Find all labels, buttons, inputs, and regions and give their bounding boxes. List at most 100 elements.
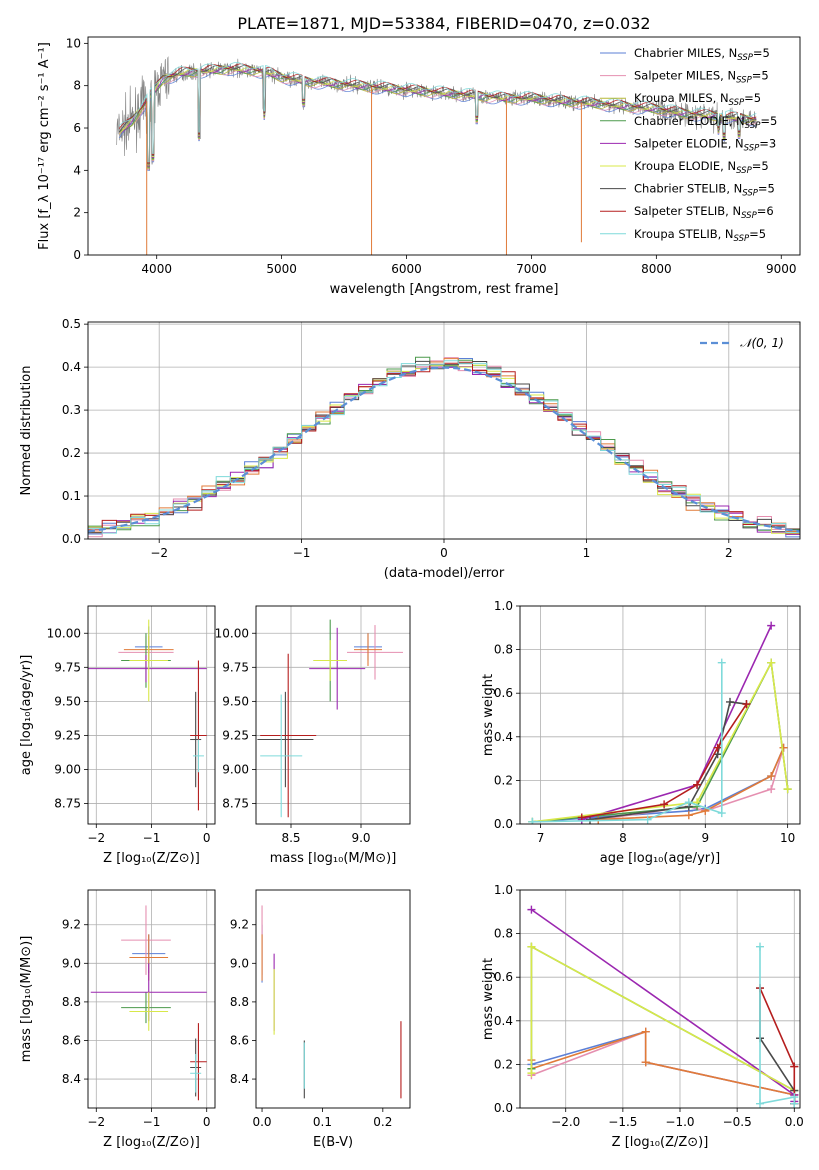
legend-suffix: =6: [757, 204, 774, 218]
legend-subscript: SSP: [742, 189, 758, 199]
y-tick-label: 0.6: [494, 970, 513, 984]
mass-weight-vs-age-plot: 7 8 9 10 0.0 0.2 0.4 0.6 0.8 1.0 age [log₁₀(age/yr…: [481, 599, 801, 866]
x-tick-label: −1.5: [608, 1115, 637, 1129]
legend-subscript: SSP: [729, 98, 745, 108]
weight-marker: [779, 743, 788, 752]
x-tick-label: 0: [203, 831, 211, 845]
x-tick-label: −2.0: [551, 1115, 580, 1129]
weight-line-kroupa_stelib: [759, 946, 796, 1105]
weight-marker: [767, 772, 776, 781]
y-tick-label: 9.75: [222, 660, 249, 674]
legend-suffix: =5: [752, 69, 769, 83]
x-tick-label: −1.0: [665, 1115, 694, 1129]
weight-line-kroupa_elodie: [530, 945, 796, 1104]
legend-label: Kroupa STELIB, NSSP=5: [634, 227, 766, 244]
x-axis-label: E(B-V): [313, 1135, 353, 1150]
legend-subscript: SSP: [744, 143, 760, 153]
legend-suffix: =5: [744, 91, 761, 105]
y-tick-label: 8.8: [230, 995, 249, 1009]
y-tick-label: 8.4: [62, 1072, 81, 1086]
weight-marker: [713, 743, 722, 752]
y-tick-label: 9.50: [54, 694, 81, 708]
x-tick-label: 8.5: [281, 831, 300, 845]
y-axis-label: Normed distribution: [19, 366, 34, 496]
weight-marker: [527, 905, 536, 914]
legend-subscript: SSP: [736, 76, 752, 86]
normal-curve: [88, 366, 800, 533]
x-tick-label: −1: [143, 831, 161, 845]
y-tick-label: 9.75: [54, 660, 81, 674]
weight-line-orange: [598, 747, 785, 821]
y-tick-label: 8.4: [230, 1072, 249, 1086]
axes-frame: [255, 605, 411, 825]
legend-text: Kroupa MILES, N: [634, 91, 729, 105]
x-axis-label: Z [log₁₀(Z/Z⊙)]: [612, 1135, 709, 1150]
model-line-kroupa_elodie: [118, 65, 757, 166]
weight-marker: [660, 800, 669, 809]
y-axis-label: mass weight: [481, 674, 496, 756]
weight-marker: [742, 700, 751, 709]
weight-line-chabrier_elodie: [530, 945, 796, 1104]
y-tick-label: 9.2: [230, 918, 249, 932]
plot-area: [257, 619, 403, 818]
y-tick-label: 9.25: [54, 728, 81, 742]
y-tick-label: 0.2: [494, 773, 513, 787]
legend-text: Kroupa STELIB, N: [634, 227, 734, 241]
y-tick-label: 0.6: [494, 686, 513, 700]
model-line-kroupa_stelib: [118, 62, 757, 163]
y-tick-label: 0: [73, 248, 81, 262]
y-tick-label: 8.8: [62, 995, 81, 1009]
legend-label: Kroupa ELODIE, NSSP=5: [634, 159, 769, 176]
y-axis-label: Flux [f_λ 10⁻¹⁷ erg cm⁻² s⁻¹ A⁻¹]: [37, 42, 52, 250]
y-tick-label: 0.4: [494, 730, 513, 744]
y-tick-label: 1.0: [494, 599, 513, 613]
y-tick-label: 9.25: [222, 728, 249, 742]
weight-marker: [756, 942, 764, 951]
legend-suffix: =5: [753, 46, 770, 60]
model-line-chabrier_stelib: [118, 64, 757, 165]
x-tick-label: 0: [203, 1115, 211, 1129]
legend-suffix: =5: [760, 114, 777, 128]
x-tick-label: −2: [87, 831, 105, 845]
x-tick-label: 1: [583, 546, 591, 560]
weight-marker: [693, 780, 702, 789]
model-line-chabrier_elodie: [119, 66, 757, 168]
y-tick-label: 0.8: [494, 643, 513, 657]
model-line-salpeter_stelib: [118, 63, 757, 164]
plot-area: [88, 356, 800, 538]
y-tick-label: 0.0: [494, 817, 513, 831]
legend-label: Salpeter STELIB, NSSP=6: [634, 204, 774, 221]
weight-marker: [790, 1062, 799, 1071]
y-tick-label: 0.4: [62, 360, 81, 374]
x-tick-label: −1: [143, 1115, 161, 1129]
legend-text: Chabrier ELODIE, N: [634, 114, 745, 128]
weight-marker: [790, 1099, 799, 1108]
y-tick-label: 0.4: [494, 1014, 513, 1028]
x-axis-label: (data-model)/error: [384, 566, 505, 581]
mass-vs-ebv-plot: 0.0 0.1 0.2 8.4 8.6 8.8 9.0 9.2 E(B-V): [230, 889, 411, 1150]
y-tick-label: 8.6: [62, 1033, 81, 1047]
x-tick-label: 8: [619, 831, 627, 845]
legend-suffix: =5: [749, 227, 766, 241]
weight-line-kroupa_elodie: [532, 660, 789, 823]
mass-weight-vs-metallicity-plot: −2.0 −1.5 −1.0 −0.5 0.0 0.0 0.2 0.4 0.6 0.8 1.0 Z […: [481, 883, 804, 1150]
y-tick-label: 0.2: [62, 446, 81, 460]
axes-frame: [519, 889, 801, 1109]
legend-subscript: SSP: [737, 53, 753, 63]
y-tick-label: 9.0: [62, 956, 81, 970]
y-tick-label: 10.00: [215, 626, 249, 640]
axes-frame: [255, 889, 411, 1109]
x-tick-label: 8000: [641, 262, 672, 276]
legend-label: Chabrier ELODIE, NSSP=5: [634, 114, 777, 131]
legend-subscript: SSP: [736, 166, 752, 176]
legend-suffix: =5: [752, 159, 769, 173]
plot-area: [261, 905, 402, 1099]
legend-label: Kroupa MILES, NSSP=5: [634, 91, 761, 108]
y-tick-label: 9.2: [62, 918, 81, 932]
y-tick-label: 0.0: [494, 1101, 513, 1115]
weight-line-chabrier_stelib: [759, 988, 796, 1104]
axes-frame: [87, 605, 216, 825]
plot-area: [528, 621, 792, 824]
weight-line-salpeter_elodie: [530, 908, 796, 1102]
x-axis-label: mass [log₁₀(M/M⊙)]: [270, 851, 397, 866]
